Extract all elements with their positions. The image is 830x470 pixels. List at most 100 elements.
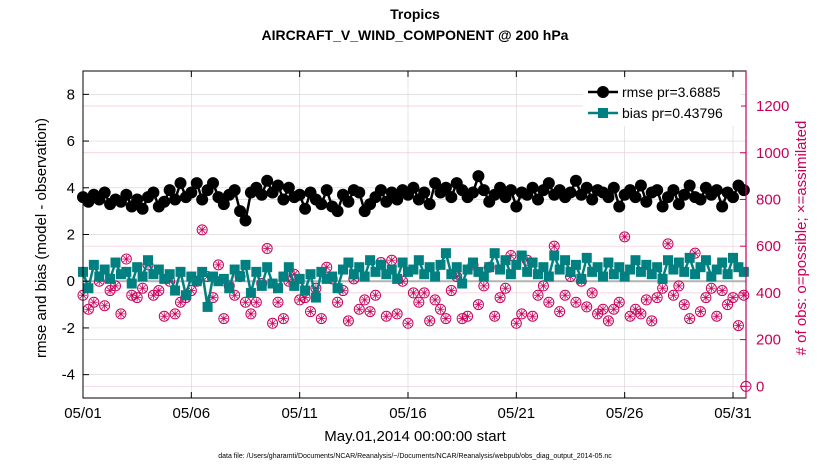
y2-ticks: 0 200 400 600 800 1000 1200: [740, 71, 789, 398]
obs-point: [169, 308, 181, 320]
chart-title: Tropics: [390, 6, 440, 22]
rmse-point: [634, 179, 647, 192]
y-tick-label: 2: [67, 227, 75, 244]
bias-point: [554, 264, 565, 275]
obs-point: [137, 282, 149, 294]
rmse-point: [477, 184, 490, 197]
legend-box: [583, 80, 741, 126]
rmse-point: [353, 186, 366, 199]
bias-point: [684, 252, 695, 263]
y-ticks: -4 -2 0 2 4 6 8: [62, 86, 89, 384]
rmse-point: [196, 193, 209, 206]
rmse-point: [656, 200, 669, 213]
bias-point: [240, 259, 251, 270]
rmse-point: [190, 177, 203, 190]
bias-point: [392, 273, 403, 284]
bias-point: [538, 262, 549, 273]
bias-point: [663, 255, 673, 266]
bias-series: [78, 248, 749, 312]
bias-point: [489, 248, 500, 259]
rmse-point: [667, 184, 680, 197]
obs-point: [732, 320, 744, 332]
bias-point: [500, 255, 511, 266]
bias-point: [180, 290, 191, 301]
legend-bias-label: bias pr=0.43796: [622, 105, 723, 121]
bias-point: [343, 257, 354, 268]
rmse-point: [602, 191, 615, 204]
rmse-point: [607, 181, 620, 194]
bias-point: [657, 273, 668, 284]
rmse-point: [239, 214, 252, 227]
y-axis-label: rmse and bias (model - observation): [33, 118, 50, 358]
obs-point: [413, 296, 425, 308]
bias-point: [126, 278, 137, 289]
rmse-point: [564, 186, 577, 199]
obs-point: [695, 306, 706, 318]
obs-point: [245, 308, 257, 320]
y-tick-label: -2: [62, 320, 75, 337]
obs-point: [462, 310, 474, 322]
obs-point: [342, 315, 354, 327]
rmse-point: [716, 200, 729, 213]
x-ticks: 05/01 05/06 05/11 05/16 05/21 05/26 05/31: [64, 71, 752, 422]
legend: rmse pr=3.6885 bias pr=0.43796: [583, 80, 741, 126]
bias-point: [294, 273, 305, 284]
data-file-footnote: data file: /Users/gharamti/Documents/NCA…: [218, 453, 612, 460]
bias-point: [413, 255, 424, 266]
rmse-point: [120, 188, 133, 201]
bias-point: [88, 259, 99, 270]
bias-point: [451, 262, 462, 273]
rmse-point: [228, 184, 241, 197]
rmse-point: [277, 193, 290, 206]
bias-point: [289, 280, 300, 291]
bias-point: [630, 255, 641, 266]
y-tick-label: 6: [67, 133, 75, 150]
bias-point: [348, 269, 359, 280]
bias-point: [608, 269, 619, 280]
bias-point: [256, 280, 267, 291]
y2-tick-label: 1000: [756, 145, 789, 162]
bias-point: [717, 257, 728, 268]
bias-point: [424, 262, 435, 273]
bias-point: [310, 292, 321, 303]
obs-point: [386, 254, 398, 266]
bias-point: [690, 269, 701, 280]
bias-point: [262, 262, 273, 273]
bias-point: [728, 252, 738, 263]
bias-point: [164, 269, 175, 280]
bias-point: [235, 271, 246, 282]
bias-point: [316, 266, 327, 277]
obs-point: [646, 315, 658, 327]
bias-point: [700, 255, 711, 266]
bias-point: [484, 262, 495, 273]
rmse-point: [510, 200, 523, 213]
bias-point: [83, 283, 94, 294]
obs-point: [115, 308, 127, 320]
bias-point: [635, 266, 646, 277]
bias-point: [625, 264, 636, 275]
bias-point: [581, 252, 592, 263]
bias-point: [505, 269, 516, 280]
obs-point: [240, 296, 251, 308]
bias-point: [738, 266, 749, 277]
obs-point: [516, 308, 528, 320]
obs-point: [619, 231, 631, 243]
bias-point: [202, 301, 213, 312]
obs-point: [478, 280, 490, 292]
obs-point: [359, 294, 371, 306]
obs-point: [429, 294, 441, 306]
obs-point: [500, 282, 511, 294]
rmse-point: [299, 202, 312, 215]
rmse-point: [374, 184, 387, 197]
rmse-point: [320, 184, 333, 197]
rmse-point: [467, 186, 479, 199]
obs-point: [651, 292, 663, 304]
rmse-point: [255, 188, 268, 201]
x-tick-label: 05/21: [498, 405, 536, 422]
chart-subtitle: AIRCRAFT_V_WIND_COMPONENT @ 200 hPa: [262, 27, 569, 43]
bias-point: [603, 257, 614, 268]
obs-point: [494, 292, 506, 304]
obs-point: [370, 289, 381, 301]
bias-point: [592, 262, 603, 273]
